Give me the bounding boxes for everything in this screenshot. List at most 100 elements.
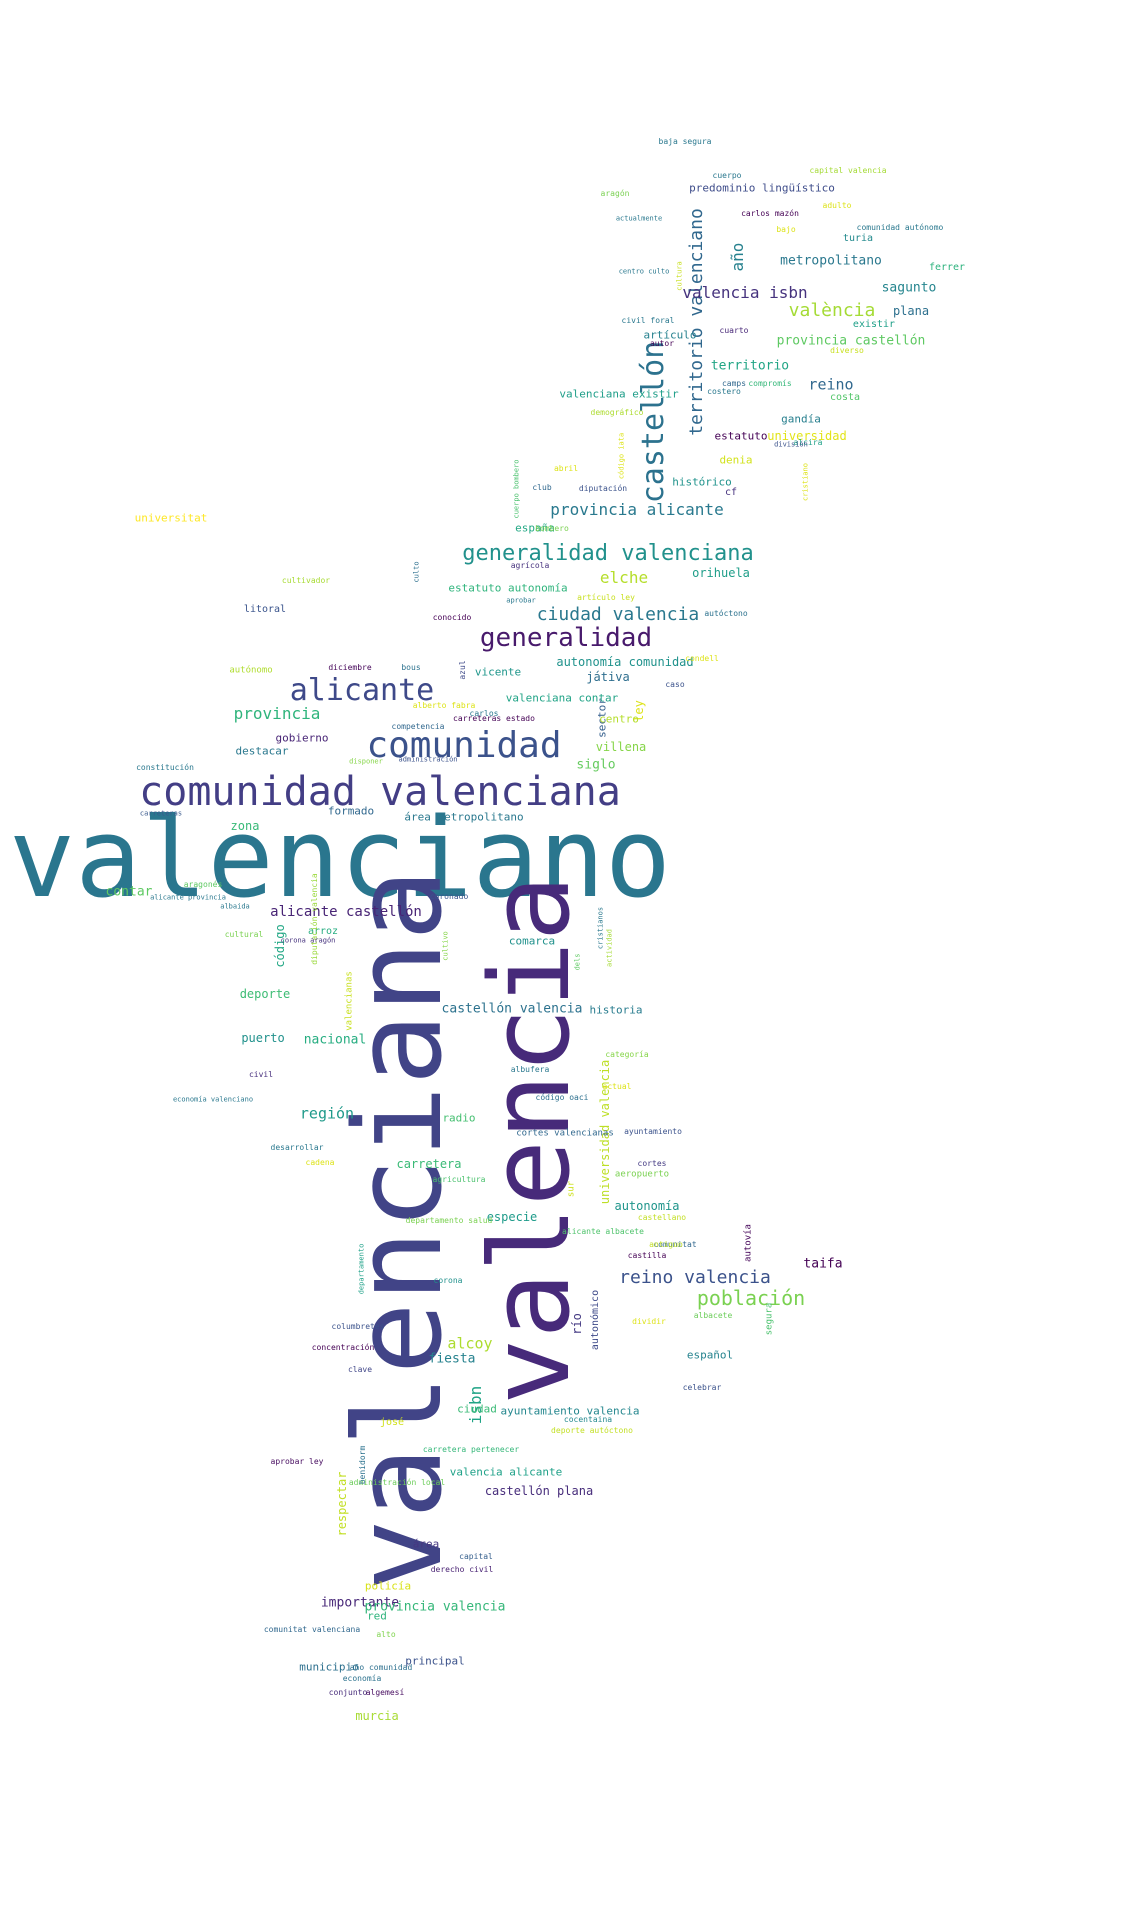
word-villena: villena <box>595 740 647 754</box>
word-valenciana-contar: valenciana contar <box>505 691 619 705</box>
word-condell: condell <box>685 654 719 663</box>
word-competencia: competencia <box>391 722 445 731</box>
word-ano: año <box>728 242 747 272</box>
word-aprobar: aprobar <box>506 596 536 605</box>
word-economia-valenciano: economía valenciano <box>172 1095 254 1104</box>
word-articulo-ley: artículo ley <box>577 593 635 602</box>
word-alcoy: alcoy <box>447 1334 493 1353</box>
word-principal: principal <box>405 1654 465 1668</box>
word-puerto: puerto <box>241 1031 285 1045</box>
word-autonomia: autonomía <box>614 1199 680 1213</box>
word-costero: costero <box>707 387 741 396</box>
word-provincia-castellon: provincia castellón <box>776 333 926 349</box>
word-cultivo: cultivo <box>441 931 450 961</box>
word-actualmente: actualmente <box>615 214 663 223</box>
word-importante: importante <box>320 1595 400 1611</box>
word-ferrer: ferrer <box>928 262 966 273</box>
word-columbretes: columbretes <box>331 1322 385 1331</box>
word-civil: civil <box>248 1070 274 1079</box>
word-carlos: carlos <box>469 709 499 718</box>
word-municipio: municipio <box>299 1660 359 1674</box>
word-camps: camps <box>721 379 747 388</box>
word-castellon: castellón <box>636 340 671 504</box>
word-diputacion-valencia: diputación valencia <box>310 873 319 965</box>
word-plana: plana <box>892 304 930 318</box>
word-valencia-isbn: valencia isbn <box>682 283 808 302</box>
word-historia: historia <box>589 1003 643 1017</box>
word-alto: alto <box>376 1630 396 1639</box>
word-espana: españa <box>515 521 555 535</box>
word-autor: autor <box>649 339 675 348</box>
word-ayuntamiento-valencia: ayuntamiento valencia <box>500 1404 640 1418</box>
word-administracion: administración <box>398 755 458 764</box>
word-denia: denia <box>719 453 753 467</box>
word-turia: turia <box>842 233 874 244</box>
word-civil-foral: civil foral <box>621 316 675 325</box>
word-administracion-local: administración local <box>348 1478 446 1487</box>
word-generalidad: generalidad <box>479 623 653 653</box>
word-formado: formado <box>327 804 375 818</box>
word-gandia: gandía <box>781 412 821 426</box>
word-agricultura: agricultura <box>432 1175 486 1184</box>
word-universitat: universitat <box>134 511 208 525</box>
word-economia: economía <box>342 1674 382 1683</box>
word-carretera-pertenecer: carretera pertenecer <box>422 1445 520 1454</box>
word-reino: reino <box>808 375 854 394</box>
word-alicante-castellon: alicante castellón <box>270 904 422 920</box>
word-actual: actual <box>602 1082 632 1091</box>
word-derecho-civil: derecho civil <box>430 1565 494 1574</box>
word-cf: cf <box>724 487 738 498</box>
word-jativa: játiva <box>586 670 630 684</box>
word-club: club <box>532 483 552 492</box>
word-comunidad-autonomo: comunidad autónomo <box>856 223 944 232</box>
word-cultivador: cultivador <box>281 576 331 585</box>
word-culto: culto <box>412 561 421 583</box>
word-cortes-valencianas: cortes valencianas <box>516 1128 614 1139</box>
word-desarrollar: desarrollar <box>270 1143 324 1152</box>
word-vicente: vicente <box>474 665 522 679</box>
word-policia: policía <box>364 1579 412 1593</box>
word-cultural: cultural <box>224 930 264 939</box>
word-cadena: cadena <box>305 1158 335 1167</box>
word-caso: caso <box>665 680 685 689</box>
word-destacar: destacar <box>235 744 289 758</box>
word-cuerpo-bombero: cuerpo bombero <box>512 459 521 519</box>
word-generalidad-valenciana: generalidad valenciana <box>462 541 754 566</box>
word-conocido: conocido <box>432 613 472 622</box>
word-codigo: código <box>273 924 287 968</box>
word-coronado: coronado <box>429 892 469 901</box>
word-departamento: departamento <box>357 1243 366 1295</box>
word-fiesta: fiesta <box>428 1351 476 1367</box>
word-especie: especie <box>486 1210 538 1224</box>
word-valencianas: valencianas <box>344 971 355 1031</box>
word-concentracion: concentración <box>311 1343 375 1352</box>
word-azul: azul <box>458 660 467 680</box>
word-castellon-valencia: castellón valencia <box>441 1001 583 1017</box>
word-articulo: artículo <box>643 328 697 342</box>
word-reino-valencia: reino valencia <box>619 1267 771 1288</box>
word-cuarto: cuarto <box>719 326 749 335</box>
word-castellon-plana: castellón plana <box>484 1484 594 1498</box>
word-adulto: adulto <box>822 201 852 210</box>
word-valencia: valència <box>788 300 876 321</box>
word-antiguo: antiguo <box>649 1240 683 1249</box>
word-respectar: respectar <box>335 1471 349 1537</box>
word-alicante-provincia: alicante provincia <box>150 893 226 902</box>
word-comarca: comarca <box>508 934 556 948</box>
word-ciudad: ciudad <box>457 1402 497 1416</box>
word-castellano: castellano <box>637 1213 687 1222</box>
word-algemesi: algemesí <box>365 1688 405 1697</box>
word-agricola: agrícola <box>510 561 550 570</box>
word-estatuto-autonomia: estatuto autonomía <box>448 581 568 595</box>
word-aragon: aragón <box>600 189 630 198</box>
word-celebrar: celebrar <box>682 1383 722 1392</box>
word-valenciana-existir: valenciana existir <box>559 387 679 401</box>
word-alberto-fabra: alberto fabra <box>412 701 476 710</box>
word-provincia-valencia: provincia valencia <box>364 1599 506 1615</box>
word-historico: histórico <box>672 475 732 489</box>
word-carretera: carretera <box>396 1157 462 1171</box>
word-alcira: alcira <box>793 438 823 447</box>
word-taifa: taifa <box>803 1256 843 1272</box>
word-metropolitano: metropolitano <box>780 253 882 269</box>
